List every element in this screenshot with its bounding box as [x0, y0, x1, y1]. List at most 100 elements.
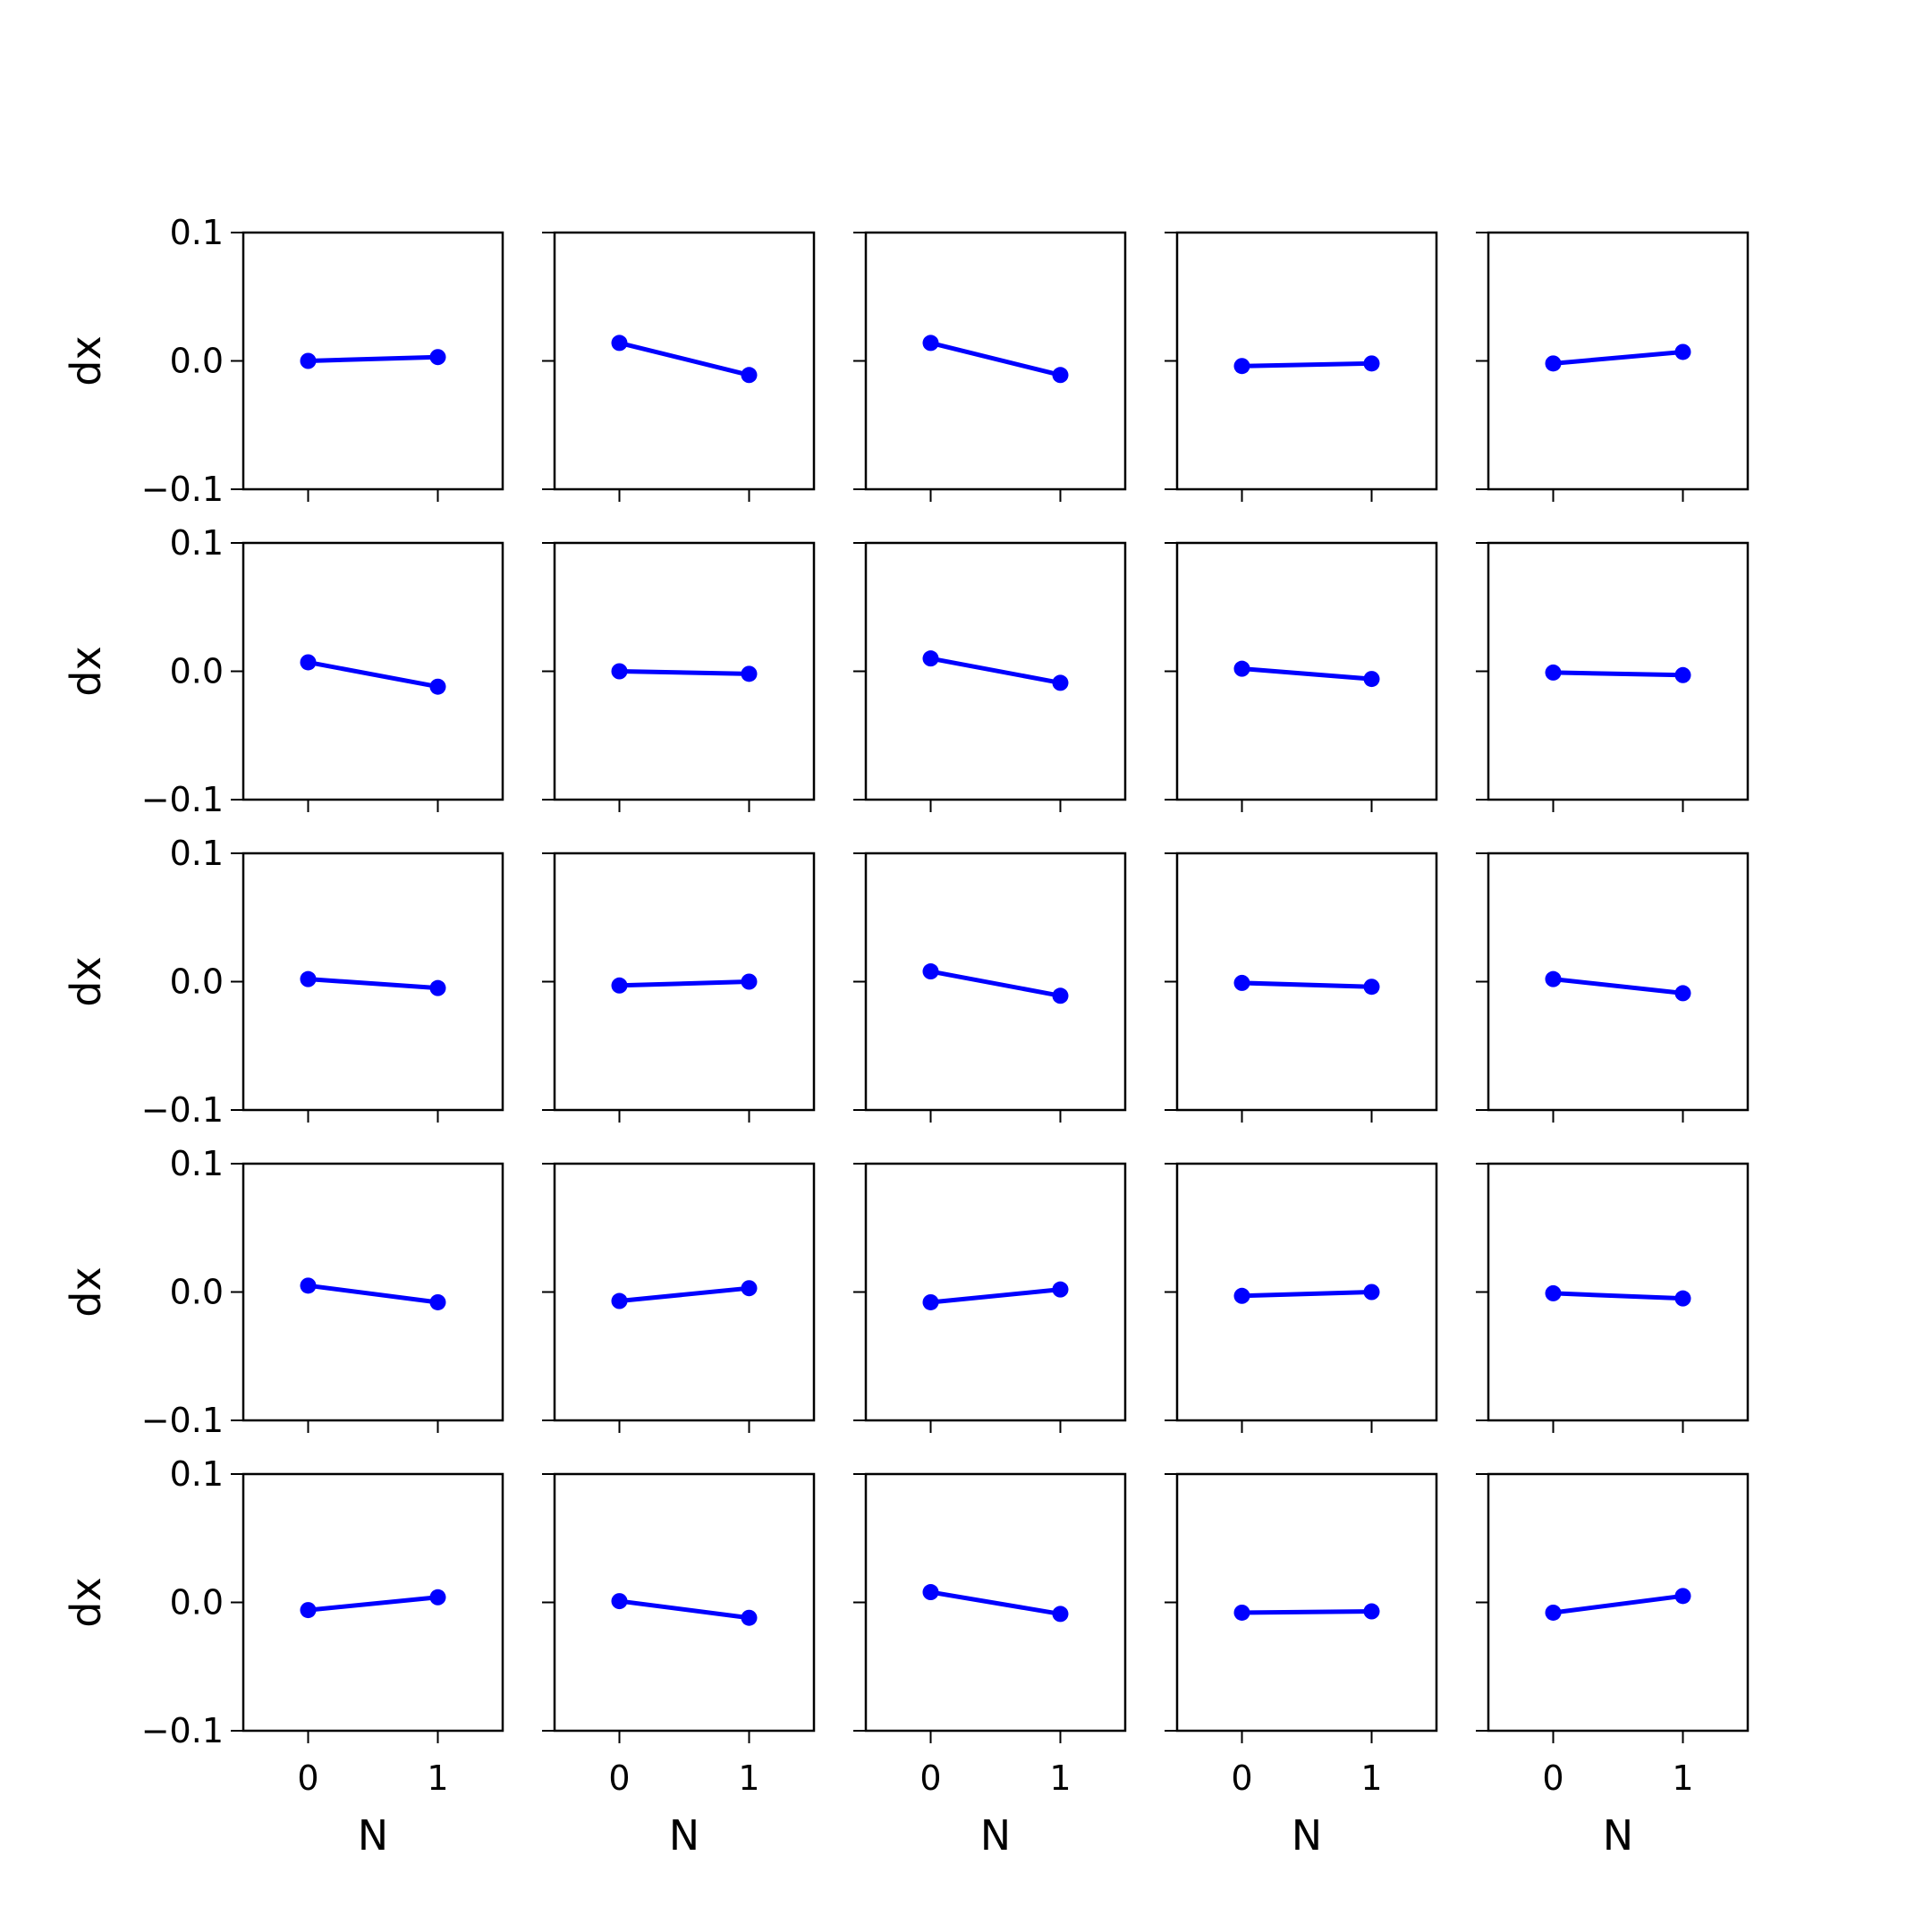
subplot-r3-c4: [1476, 1162, 1750, 1433]
subplot-r3-c2: [853, 1162, 1127, 1433]
axes-frame: [1487, 231, 1750, 491]
y-tick-label: −0.1: [141, 1090, 224, 1130]
y-tick-label: 0.0: [170, 1273, 224, 1312]
data-point: [1363, 1284, 1380, 1301]
data-point: [300, 1602, 317, 1619]
x-axis-label: N: [1603, 1811, 1633, 1860]
x-tick-label: 1: [1360, 1758, 1382, 1798]
data-point: [429, 678, 446, 695]
subplot-r2-c3: [1165, 852, 1438, 1123]
subplot-r3-c0: −0.1 0.0 0.1 dx: [62, 1144, 504, 1440]
x-tick-label: 0: [297, 1758, 318, 1798]
x-tick-label: 1: [427, 1758, 448, 1798]
data-point: [741, 973, 758, 990]
series-line: [928, 1287, 1063, 1305]
subplot-r4-c2: 0 1N: [853, 1472, 1127, 1860]
axes-frame: [1175, 852, 1438, 1112]
subplot-r2-c1: [542, 852, 816, 1123]
series-line: [1551, 1593, 1685, 1615]
series-line: [617, 979, 751, 988]
axes-frame: [242, 541, 504, 801]
data-point: [429, 1589, 446, 1606]
data-point: [1545, 355, 1562, 372]
data-point: [1052, 1606, 1069, 1623]
series-line: [617, 1285, 751, 1304]
series-line: [928, 340, 1063, 377]
y-tick-label: −0.1: [141, 470, 224, 509]
subplot-r3-c3: [1165, 1162, 1438, 1433]
data-point: [611, 1292, 628, 1309]
series-line: [1240, 1609, 1374, 1615]
series-line: [1240, 980, 1374, 989]
data-point: [922, 335, 939, 352]
axes-frame: [1175, 1472, 1438, 1733]
data-point: [741, 367, 758, 384]
axes-frame: [553, 1472, 816, 1733]
data-point: [1363, 355, 1380, 372]
data-point: [611, 977, 628, 994]
subplot-r1-c2: [853, 541, 1127, 812]
axes-frame: [1175, 231, 1438, 491]
subplot-r1-c0: −0.1 0.0 0.1 dx: [62, 523, 504, 819]
data-point: [1674, 1290, 1691, 1307]
data-point: [741, 1280, 758, 1297]
data-point: [1545, 1604, 1562, 1621]
x-tick-label: 1: [738, 1758, 759, 1798]
axes-frame: [1487, 852, 1750, 1112]
y-tick-label: 0.1: [170, 834, 224, 873]
subplot-grid: −0.10.00.1dx−0.10.00.1dx−0.10.00.1dx−0.1…: [62, 213, 1750, 1860]
data-point: [1545, 970, 1562, 987]
x-axis-label: N: [669, 1811, 699, 1860]
series-line: [617, 1598, 751, 1621]
x-tick-label: 0: [919, 1758, 941, 1798]
x-axis-label: N: [980, 1811, 1011, 1860]
series-line: [306, 354, 440, 363]
subplot-r0-c3: [1165, 231, 1438, 502]
data-point: [1674, 666, 1691, 683]
subplot-r2-c2: [853, 852, 1127, 1123]
data-point: [611, 335, 628, 352]
subplot-r4-c3: 0 1N: [1165, 1472, 1438, 1860]
series-line: [617, 340, 751, 377]
series-line: [306, 977, 440, 991]
series-line: [1551, 349, 1685, 366]
data-point: [1052, 987, 1069, 1004]
series-line: [1551, 670, 1685, 678]
x-tick-label: 0: [1231, 1758, 1252, 1798]
data-point: [429, 349, 446, 366]
data-point: [1674, 985, 1691, 1002]
data-point: [300, 352, 317, 369]
data-point: [1052, 674, 1069, 691]
subplot-r0-c2: [853, 231, 1127, 502]
data-point: [922, 963, 939, 980]
data-point: [1233, 974, 1250, 991]
subplot-r0-c0: −0.1 0.0 0.1 dx: [62, 213, 504, 509]
data-point: [741, 665, 758, 682]
y-tick-label: 0.0: [170, 652, 224, 691]
axes-frame: [1487, 1472, 1750, 1733]
data-point: [741, 1609, 758, 1626]
series-line: [1551, 1291, 1685, 1301]
x-tick-label: 1: [1672, 1758, 1693, 1798]
series-line: [1240, 360, 1374, 369]
x-tick-label: 0: [608, 1758, 630, 1798]
data-point: [300, 970, 317, 987]
subplot-r3-c1: [542, 1162, 816, 1433]
data-point: [1233, 1604, 1250, 1621]
series-line: [617, 669, 751, 676]
data-point: [1233, 358, 1250, 375]
data-point: [1363, 979, 1380, 996]
subplot-r1-c1: [542, 541, 816, 812]
subplot-r1-c3: [1165, 541, 1438, 812]
data-point: [922, 650, 939, 667]
x-tick-label: 0: [1542, 1758, 1563, 1798]
subplot-r2-c4: [1476, 852, 1750, 1123]
subplot-r4-c0: −0.1 0.0 0.1 0 1 dx N: [62, 1454, 504, 1860]
data-point: [300, 654, 317, 671]
y-axis-label: dx: [62, 1577, 110, 1627]
y-axis-label: dx: [62, 646, 110, 696]
subplot-r4-c1: 0 1N: [542, 1472, 816, 1860]
data-point: [1545, 664, 1562, 681]
y-tick-label: 0.0: [170, 342, 224, 381]
